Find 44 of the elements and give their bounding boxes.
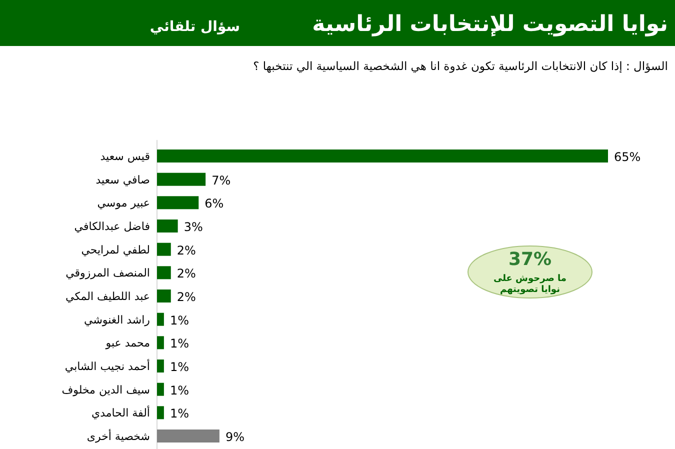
data-label: 7% [212,173,231,188]
y-tick-label: أحمد نجيب الشابي [64,359,150,373]
y-tick-label: لطفي لمرايحي [81,243,150,256]
data-label: 1% [170,360,189,374]
data-label: 1% [170,383,189,398]
bar [157,242,171,256]
bar [157,290,171,302]
bar [157,360,164,372]
annotation: ما صرحوش على نوايا تصويتهم [494,274,566,295]
data-label: 1% [170,313,189,328]
y-tick-label: سيف الدين مخلوف [62,383,150,396]
data-label: 2% [176,243,196,258]
y-tick-label: عبير موسي [97,196,150,210]
data-label: 3% [184,220,203,234]
text: السؤال : إذا كان الانتخابات الرئاسية تكون غدوة انا هي الشخصية السياسية الي تنتخبها ؟ [253,59,668,73]
data-label: 2% [176,290,196,304]
y-tick-label: صافي سعيد [96,173,150,186]
y-tick-label: شخصية أخرى [86,429,150,443]
bar [157,150,608,162]
y-tick-label: المنصف المرزوقي [66,266,150,280]
y-tick-label: راشد الغنوشي [84,313,150,326]
y-tick-label: محمد عبو [104,336,150,350]
data-label: 6% [204,196,224,211]
bar [157,406,164,420]
bar [157,196,199,210]
bar [157,312,164,326]
y-tick-label: قيس سعيد [100,150,150,163]
data-label: 1% [170,406,189,421]
annotation: 37% [508,249,552,270]
data-label: 65% [614,150,641,164]
y-tick-label: عبد اللطيف المكي [66,290,150,303]
bar [157,382,164,396]
y-tick-label: ألفة الحامدي [91,406,150,420]
bar [157,220,178,232]
data-label: 1% [170,336,189,351]
y-tick-label: فاضل عبدالكافي [74,220,150,233]
bar [157,336,164,350]
bar [157,430,220,442]
bar [157,266,171,280]
data-label: 2% [176,266,196,281]
bar [157,172,206,186]
chart-title: نوايا التصويت للإنتخابات الرئاسية [312,12,668,37]
chart-subtitle: سؤال تلقائي [150,19,240,35]
data-label: 9% [225,430,244,444]
